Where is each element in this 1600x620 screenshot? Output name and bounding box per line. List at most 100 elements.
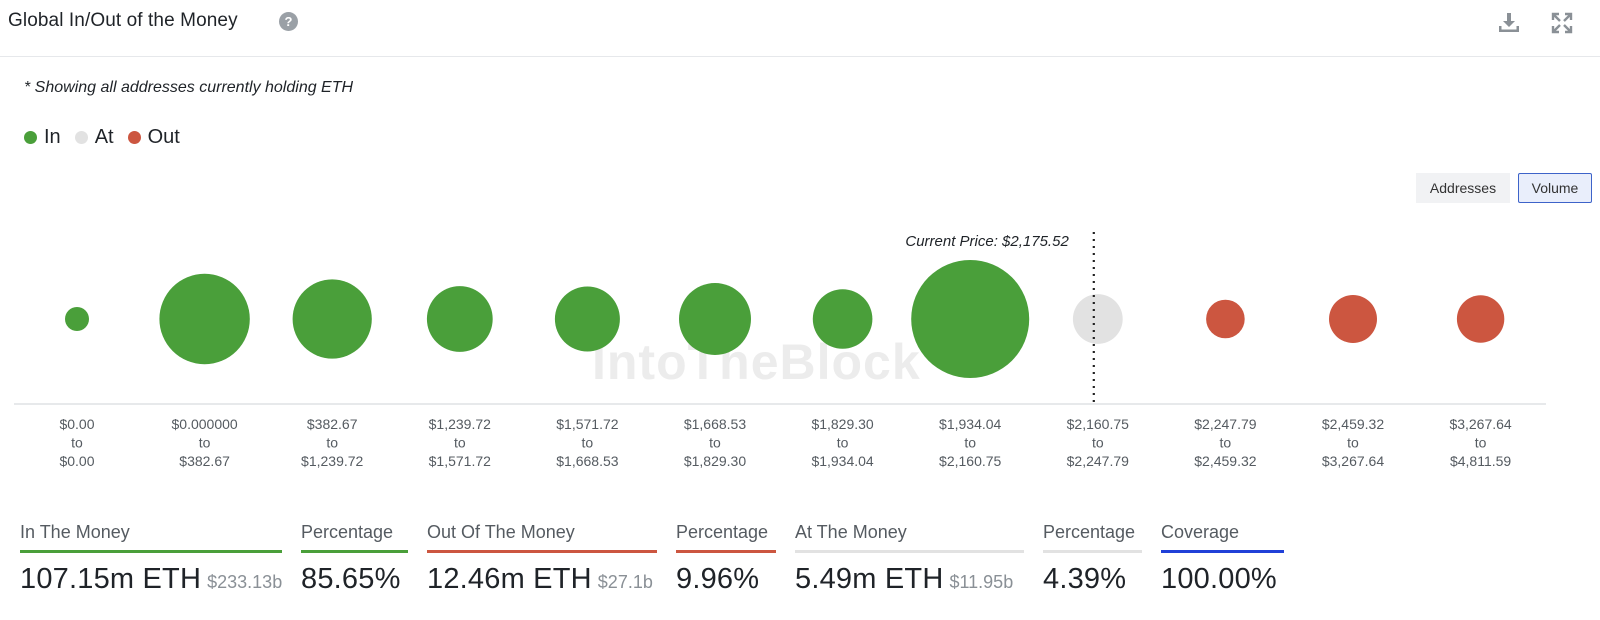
chart-legend: In At Out (24, 125, 194, 149)
tick-label: $0.000000 (172, 416, 238, 432)
metric-value: 5.49m ETH $11.95b (795, 563, 1014, 595)
watermark-logo: IntoTheBlock (592, 334, 921, 390)
metrics-row: In The Money 107.15m ETH $233.13b Percent… (0, 520, 1600, 620)
metric-underline (676, 550, 776, 553)
tick-label: to (1220, 435, 1232, 451)
metric-label: In The Money (20, 522, 130, 542)
tick-label: $2,160.75 (1067, 416, 1129, 432)
metric-usd: $11.95b (949, 572, 1014, 592)
tick-label: $382.67 (179, 453, 230, 469)
legend-dot-in (24, 130, 37, 144)
tick-label: $4,811.59 (1450, 453, 1511, 469)
metric-label: Out Of The Money (427, 522, 575, 542)
metric-at-percentage: Percentage 4.39% (1043, 520, 1142, 596)
tick-label: to (1092, 435, 1104, 451)
current-price-label: Current Price: $2,175.52 (905, 233, 1069, 250)
bubble-chart: $0.00 to $0.00 $0.000000 to $382.67 $382.67 to $… (14, 232, 1546, 469)
tick-label: $1,934.04 (939, 416, 1001, 432)
tick-label: $0.00 (59, 416, 94, 432)
widget-title: Global In/Out of the Money (8, 10, 238, 31)
help-icon[interactable]: ? (279, 12, 298, 31)
bubble-in[interactable] (679, 283, 751, 355)
metric-value: 12.46m ETH $27.1b (427, 563, 653, 595)
metric-value: 107.15m ETH $233.13b (20, 563, 283, 595)
bubble-in[interactable] (159, 273, 250, 365)
tick-label: $2,247.79 (1194, 416, 1256, 432)
metric-label: Coverage (1161, 522, 1240, 542)
metric-underline (1161, 550, 1284, 553)
bubble-in[interactable] (426, 286, 493, 352)
tick-label: to (454, 435, 466, 451)
tick-label: to (964, 435, 976, 451)
bubble-in[interactable] (292, 279, 372, 359)
tick-label: $3,267.64 (1449, 416, 1511, 432)
tick-label: $382.67 (307, 416, 358, 432)
bubble-at[interactable] (1072, 294, 1123, 344)
metric-value: 85.65% (301, 563, 401, 595)
metric-usd: $233.13b (207, 572, 283, 592)
download-icon[interactable] (1496, 10, 1522, 36)
addresses-toggle-button[interactable]: Addresses (1416, 173, 1510, 203)
tick-label: to (837, 435, 849, 451)
tick-label: $1,668.53 (556, 453, 618, 469)
tick-label: $2,459.32 (1322, 416, 1384, 432)
tick-label: to (326, 435, 338, 451)
tick-label: to (199, 435, 211, 451)
legend-dot-out (127, 130, 141, 144)
metric-out-of-the-money: Out Of The Money 12.46m ETH $27.1b (427, 520, 657, 596)
legend-label-in: In (44, 125, 61, 148)
metric-underline (427, 550, 657, 553)
tick-label: $3,267.64 (1322, 453, 1384, 469)
bubble-out[interactable] (1206, 299, 1245, 339)
legend-label-out: Out (147, 125, 180, 148)
bubble-in[interactable] (65, 307, 89, 331)
metric-underline (795, 550, 1024, 553)
metric-underline (301, 550, 408, 553)
tick-label: $1,934.04 (811, 453, 873, 469)
widget-header: Global In/Out of the Money ? (0, 0, 1600, 57)
legend-item-at[interactable]: At (74, 125, 114, 149)
tick-label: to (709, 435, 721, 451)
metric-out-percentage: Percentage 9.96% (676, 520, 776, 596)
bubble-in[interactable] (554, 286, 620, 352)
tick-label: to (1347, 435, 1359, 451)
metric-label: Percentage (676, 522, 769, 542)
metric-label: At The Money (795, 522, 907, 542)
tick-label: to (71, 435, 83, 451)
tick-label: $1,239.72 (429, 416, 491, 432)
metric-value: 4.39% (1043, 563, 1127, 595)
legend-item-in[interactable]: In (24, 126, 61, 149)
bubble-out[interactable] (1329, 295, 1377, 343)
legend-label-at: At (94, 125, 114, 148)
tick-label: $1,239.72 (301, 453, 363, 469)
tick-label: $1,829.30 (684, 453, 746, 469)
tick-label: $2,247.79 (1067, 453, 1129, 469)
holding-note: * Showing all addresses currently holdin… (24, 79, 354, 96)
tick-label: $1,668.53 (684, 416, 746, 432)
metric-coverage: Coverage 100.00% (1161, 520, 1284, 596)
tick-label: $1,829.30 (811, 416, 873, 432)
bubble-in[interactable] (911, 260, 1030, 378)
tick-label: $2,459.32 (1194, 453, 1256, 469)
metric-value: 9.96% (676, 563, 760, 595)
legend-dot-at (74, 130, 88, 144)
bubble-in[interactable] (812, 289, 873, 349)
tick-label: to (1475, 435, 1487, 451)
fullscreen-icon[interactable] (1549, 10, 1575, 36)
metric-in-the-money: In The Money 107.15m ETH $233.13b (20, 520, 282, 596)
volume-toggle-button[interactable]: Volume (1518, 173, 1592, 203)
tick-label: $1,571.72 (429, 453, 491, 469)
metric-underline (20, 550, 282, 553)
metric-underline (1043, 550, 1142, 553)
metric-at-the-money: At The Money 5.49m ETH $11.95b (795, 520, 1024, 596)
tick-label: $2,160.75 (939, 453, 1001, 469)
tick-label: $0.00 (59, 453, 94, 469)
metric-label: Percentage (301, 522, 394, 542)
metric-value: 100.00% (1161, 563, 1277, 595)
metric-usd: $27.1b (597, 572, 653, 592)
legend-item-out[interactable]: Out (127, 125, 180, 149)
tick-label: to (582, 435, 594, 451)
metric-in-percentage: Percentage 85.65% (301, 520, 408, 596)
bubble-out[interactable] (1456, 295, 1505, 343)
tick-label: $1,571.72 (556, 416, 618, 432)
